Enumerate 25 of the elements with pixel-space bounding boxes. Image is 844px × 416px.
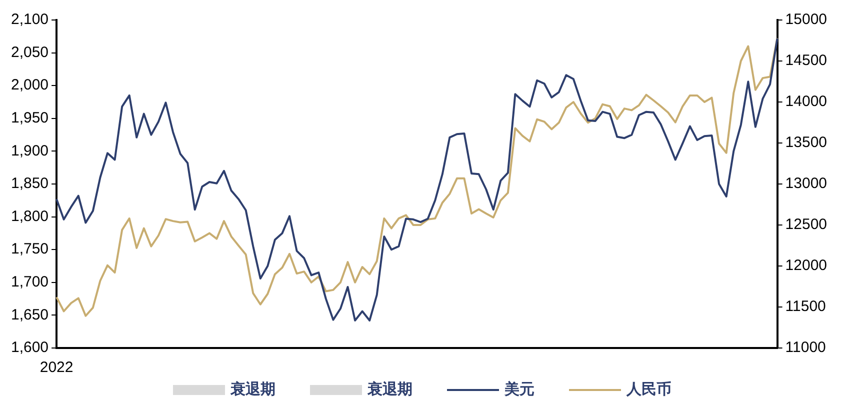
y-tick-label: 1,700 xyxy=(10,274,49,291)
y-tick-label: 1,850 xyxy=(10,175,49,192)
y2-tick-label: 15000 xyxy=(785,11,828,28)
y2-tick-label: 14000 xyxy=(785,93,828,110)
y2-tick-label: 11500 xyxy=(785,298,826,316)
y2-tick-label: 12500 xyxy=(785,216,828,234)
legend-label: 衰退期 xyxy=(230,380,276,399)
y-tick-label: 1,650 xyxy=(10,306,49,324)
x-tick-label: 2022 xyxy=(40,359,74,376)
y-tick-label: 1,800 xyxy=(10,208,49,225)
y-tick-label: 1,750 xyxy=(10,240,49,258)
y2-tick-label: 13000 xyxy=(785,175,828,192)
legend-label: 人民币 xyxy=(626,380,672,399)
y2-tick-label: 13500 xyxy=(785,134,828,152)
y-tick-label: 2,000 xyxy=(10,76,49,94)
y2-tick-label: 11000 xyxy=(785,339,826,356)
y2-tick-label: 14500 xyxy=(785,52,828,70)
y-tick-label: 2,100 xyxy=(10,11,49,28)
legend-label: 美元 xyxy=(504,380,534,399)
y-tick-label: 1,900 xyxy=(10,142,49,160)
y2-tick-label: 12000 xyxy=(785,257,828,274)
y-tick-label: 2,050 xyxy=(10,44,49,61)
y-tick-label: 1,600 xyxy=(10,339,49,356)
legend-label: 衰退期 xyxy=(368,380,412,399)
y-tick-label: 1,950 xyxy=(10,110,49,127)
